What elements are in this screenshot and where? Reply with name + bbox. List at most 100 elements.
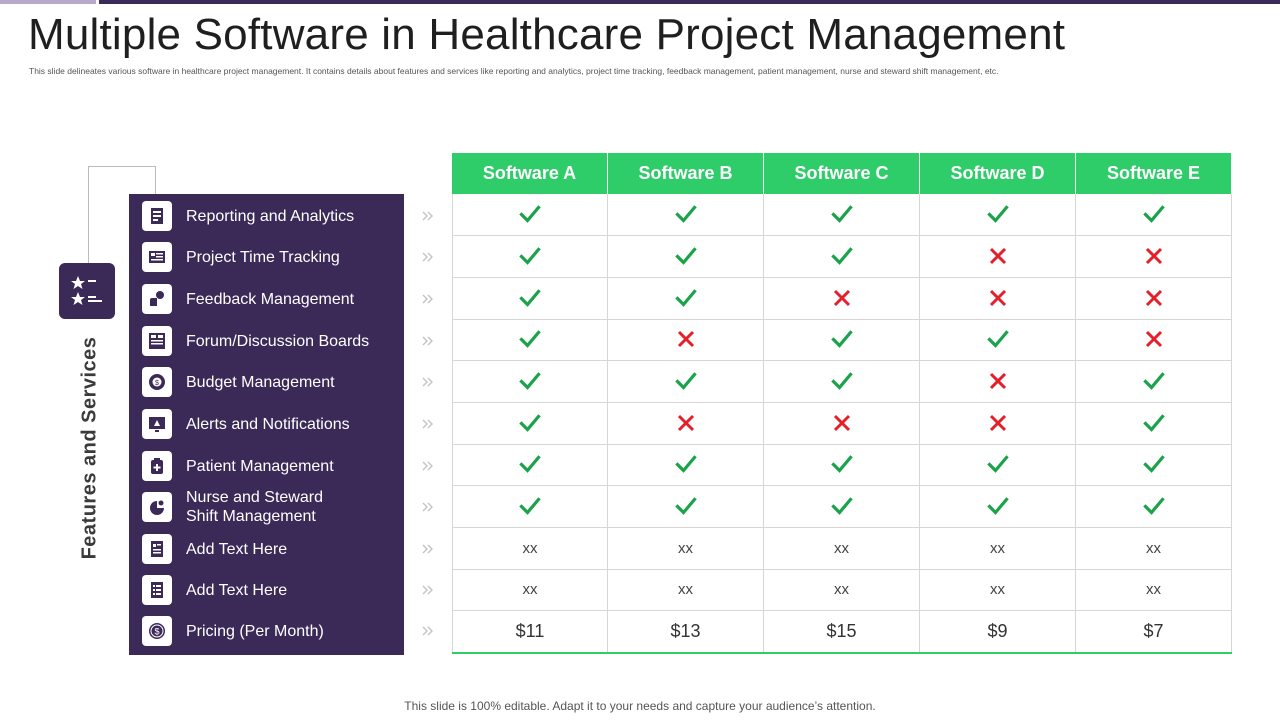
feature-row: Add Text Here xyxy=(129,571,404,609)
price-cell: $9 xyxy=(920,611,1076,653)
checkmark-icon xyxy=(1076,444,1232,486)
checkmark-icon xyxy=(764,236,920,278)
price-cell: $15 xyxy=(764,611,920,653)
cross-icon xyxy=(1076,278,1232,320)
placeholder-cell: xx xyxy=(1076,569,1232,611)
table-bottom-border xyxy=(452,652,1232,654)
cross-icon xyxy=(920,278,1076,320)
checklist-icon xyxy=(142,575,172,605)
checkmark-icon xyxy=(764,319,920,361)
comparison-table: Software A Software B Software C Software D… xyxy=(452,153,1232,654)
price-cell: $7 xyxy=(1076,611,1232,653)
features-badge xyxy=(59,263,115,319)
checkmark-icon xyxy=(452,278,608,320)
feature-label: Add Text Here xyxy=(186,540,288,558)
feature-label: Feedback Management xyxy=(186,290,355,308)
placeholder-cell: xx xyxy=(764,528,920,570)
checkmark-icon xyxy=(608,278,764,320)
document-icon xyxy=(142,534,172,564)
checkmark-icon xyxy=(1076,361,1232,403)
checkmark-icon xyxy=(1076,194,1232,236)
placeholder-cell: xx xyxy=(764,569,920,611)
feature-row: Nurse and Steward Shift Management xyxy=(129,488,404,526)
feature-label: Add Text Here xyxy=(186,581,288,599)
price-cell: $13 xyxy=(608,611,764,653)
column-header: Software D xyxy=(920,153,1076,194)
feature-row: $ Budget Management xyxy=(129,363,404,401)
checkmark-icon xyxy=(452,444,608,486)
double-chevron-right-icon xyxy=(422,461,433,471)
cross-icon xyxy=(1076,319,1232,361)
svg-text:$: $ xyxy=(154,627,159,637)
top-accent-bar-dark xyxy=(99,0,1280,4)
cross-icon xyxy=(920,236,1076,278)
checkmark-icon xyxy=(608,194,764,236)
checkmark-icon xyxy=(608,236,764,278)
checkmark-icon xyxy=(764,194,920,236)
placeholder-cell: xx xyxy=(452,528,608,570)
checkmark-icon xyxy=(764,444,920,486)
placeholder-cell: xx xyxy=(608,528,764,570)
cross-icon xyxy=(764,278,920,320)
double-chevron-right-icon xyxy=(422,252,433,262)
double-chevron-right-icon xyxy=(422,377,433,387)
checkmark-icon xyxy=(608,361,764,403)
budget-icon: $ xyxy=(142,367,172,397)
page-title: Multiple Software in Healthcare Project … xyxy=(28,10,1066,59)
patient-icon xyxy=(142,451,172,481)
double-chevron-right-icon xyxy=(422,626,433,636)
feature-label: Nurse and Steward Shift Management xyxy=(186,489,323,525)
top-accent-bar-light xyxy=(0,0,96,4)
cross-icon xyxy=(920,361,1076,403)
features-side-label: Features and Services xyxy=(78,336,101,560)
feature-row: Feedback Management xyxy=(129,280,404,318)
features-panel: Reporting and Analytics Project Time Trac… xyxy=(129,194,404,655)
footer-note: This slide is 100% editable. Adapt it to… xyxy=(404,699,876,713)
feature-row: Reporting and Analytics xyxy=(129,197,404,235)
svg-text:$: $ xyxy=(155,380,159,387)
checkmark-icon xyxy=(920,319,1076,361)
placeholder-cell: xx xyxy=(1076,528,1232,570)
forum-icon xyxy=(142,326,172,356)
alert-icon xyxy=(142,409,172,439)
checkmark-icon xyxy=(452,403,608,445)
feature-label: Forum/Discussion Boards xyxy=(186,332,370,350)
cross-icon xyxy=(920,403,1076,445)
checkmark-icon xyxy=(1076,403,1232,445)
column-header: Software B xyxy=(608,153,764,194)
feature-row: Patient Management xyxy=(129,447,404,485)
cross-icon xyxy=(1076,236,1232,278)
double-chevron-right-icon xyxy=(422,211,433,221)
feature-row: Project Time Tracking xyxy=(129,238,404,276)
cross-icon xyxy=(608,319,764,361)
checkmark-icon xyxy=(764,486,920,528)
price-cell: $11 xyxy=(452,611,608,653)
placeholder-cell: xx xyxy=(608,569,764,611)
checkmark-icon xyxy=(608,444,764,486)
page-subtitle: This slide delineates various software i… xyxy=(29,66,999,76)
time-tracking-icon xyxy=(142,242,172,272)
feature-label: Reporting and Analytics xyxy=(186,207,355,225)
double-chevron-right-icon xyxy=(422,336,433,346)
checkmark-icon xyxy=(452,319,608,361)
checkmark-icon xyxy=(452,236,608,278)
checkmark-icon xyxy=(920,194,1076,236)
column-header: Software A xyxy=(452,153,608,194)
feature-label: Alerts and Notifications xyxy=(186,415,350,433)
cross-icon xyxy=(608,403,764,445)
feature-label: Project Time Tracking xyxy=(186,248,340,266)
feature-row: Add Text Here xyxy=(129,530,404,568)
cross-icon xyxy=(764,403,920,445)
double-chevron-right-icon xyxy=(422,502,433,512)
star-list-icon xyxy=(71,276,102,305)
feature-row: Alerts and Notifications xyxy=(129,405,404,443)
column-header: Software E xyxy=(1076,153,1232,194)
shift-icon xyxy=(142,492,172,522)
checkmark-icon xyxy=(452,361,608,403)
checkmark-icon xyxy=(1076,486,1232,528)
feature-row: $ Pricing (Per Month) xyxy=(129,612,404,650)
feature-label: Budget Management xyxy=(186,373,335,391)
feature-label: Pricing (Per Month) xyxy=(186,622,324,640)
checkmark-icon xyxy=(764,361,920,403)
report-icon xyxy=(142,201,172,231)
